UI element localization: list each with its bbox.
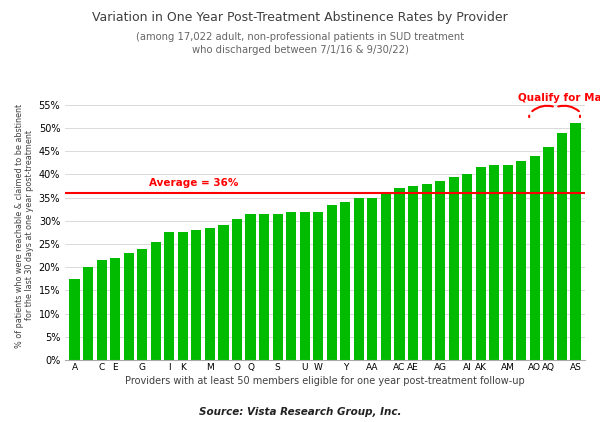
Bar <box>151 242 161 360</box>
Bar <box>272 214 283 360</box>
Bar <box>191 230 202 360</box>
Bar <box>422 184 431 360</box>
Bar <box>354 197 364 360</box>
Bar <box>178 233 188 360</box>
Text: (among 17,022 adult, non-professional patients in SUD treatment: (among 17,022 adult, non-professional pa… <box>136 32 464 42</box>
Bar <box>340 202 350 360</box>
Bar <box>394 188 404 360</box>
Bar <box>70 279 80 360</box>
Bar <box>83 267 93 360</box>
Bar <box>205 228 215 360</box>
Bar <box>286 211 296 360</box>
Text: Qualify for Market: Qualify for Market <box>518 94 600 103</box>
Bar <box>299 211 310 360</box>
Bar <box>124 253 134 360</box>
Bar <box>97 260 107 360</box>
Bar <box>232 219 242 360</box>
Bar <box>489 165 499 360</box>
Text: who discharged between 7/1/16 & 9/30/22): who discharged between 7/1/16 & 9/30/22) <box>191 45 409 55</box>
Bar <box>245 214 256 360</box>
Bar <box>110 258 120 360</box>
Text: Average = 36%: Average = 36% <box>149 179 238 188</box>
Bar <box>462 174 472 360</box>
Bar <box>367 197 377 360</box>
Text: Source: Vista Research Group, Inc.: Source: Vista Research Group, Inc. <box>199 407 401 417</box>
Bar <box>557 133 567 360</box>
X-axis label: Providers with at least 50 members eligible for one year post-treatment follow-u: Providers with at least 50 members eligi… <box>125 376 525 386</box>
Bar <box>313 211 323 360</box>
Bar <box>516 160 526 360</box>
Y-axis label: % of patients who were reachable & claimed to be abstinent
for the last 30 days : % of patients who were reachable & claim… <box>15 103 34 348</box>
Bar <box>571 123 581 360</box>
Text: Variation in One Year Post-Treatment Abstinence Rates by Provider: Variation in One Year Post-Treatment Abs… <box>92 11 508 24</box>
Bar <box>544 146 554 360</box>
Bar <box>218 225 229 360</box>
Bar <box>137 249 148 360</box>
Bar <box>327 205 337 360</box>
Bar <box>449 177 459 360</box>
Bar <box>408 186 418 360</box>
Bar <box>259 214 269 360</box>
Bar <box>476 168 486 360</box>
Bar <box>164 233 175 360</box>
Bar <box>435 181 445 360</box>
Bar <box>503 165 513 360</box>
Bar <box>381 193 391 360</box>
Bar <box>530 156 540 360</box>
